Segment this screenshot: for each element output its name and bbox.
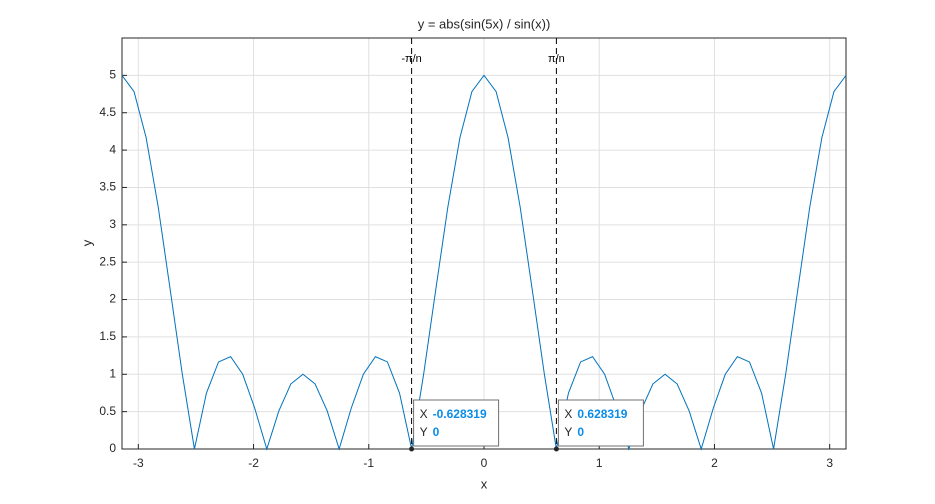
y-tick-label: 4.5 [99, 105, 116, 119]
x-tick-label: 0 [481, 456, 488, 470]
datatip: X 0.628319 Y 0 [557, 399, 644, 447]
x-tick-label: 2 [711, 456, 718, 470]
datatip-y-label: Y [420, 425, 428, 439]
x-tick-label: -3 [133, 456, 144, 470]
reference-label: π/n [548, 53, 565, 65]
y-tick-label: 5 [109, 68, 116, 82]
y-tick-label: 2 [109, 292, 116, 306]
datatip-x-label: X [564, 407, 572, 421]
y-tick-label: 4 [109, 142, 116, 156]
datatip: X -0.628319 Y 0 [413, 399, 500, 447]
x-tick-label: -2 [248, 456, 259, 470]
datatip-x-value: 0.628319 [577, 407, 627, 421]
datatip-x-label: X [420, 407, 428, 421]
x-tick-label: 3 [826, 456, 833, 470]
y-tick-label: 2.5 [99, 254, 116, 268]
datatip-box [557, 399, 644, 447]
y-tick-label: 1.5 [99, 329, 116, 343]
x-axis-label: x [481, 476, 488, 491]
datatip-x-value: -0.628319 [433, 407, 487, 421]
series-line [121, 74, 847, 451]
chart-title: y = abs(sin(5x) / sin(x)) [418, 16, 551, 31]
x-tick-label: -1 [363, 456, 374, 470]
y-tick-label: 3 [109, 217, 116, 231]
y-tick-label: 3.5 [99, 180, 116, 194]
datatip-y-label: Y [564, 425, 572, 439]
y-tick-label: 0 [109, 441, 116, 455]
y-tick-label: 0.5 [99, 404, 116, 418]
y-axis-label: y [79, 239, 94, 246]
datatip-y-value: 0 [577, 425, 584, 439]
axes-box [121, 37, 847, 450]
reference-label: -π/n [401, 53, 421, 65]
datatip-marker [409, 446, 415, 452]
datatip-box [413, 399, 500, 447]
datatip-y-value: 0 [433, 425, 440, 439]
y-tick-label: 1 [109, 366, 116, 380]
datatip-marker [553, 446, 559, 452]
x-tick-label: 1 [596, 456, 603, 470]
